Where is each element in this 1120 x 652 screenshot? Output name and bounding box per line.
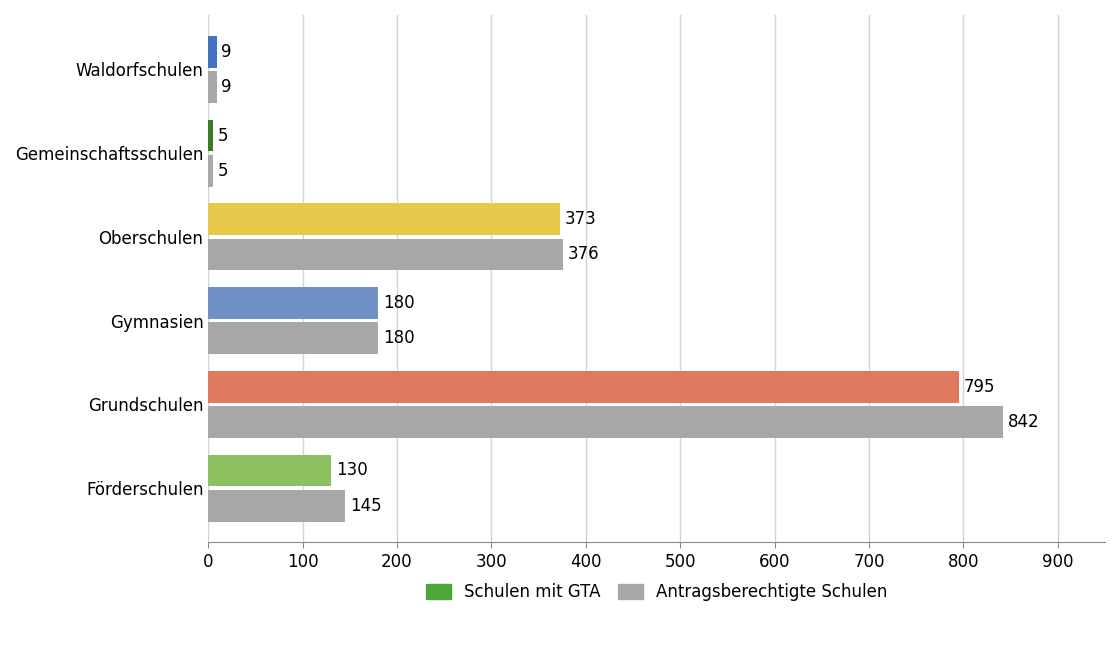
- Text: 180: 180: [383, 329, 414, 347]
- Text: 180: 180: [383, 294, 414, 312]
- Bar: [208, 71, 217, 103]
- Bar: [208, 406, 1004, 437]
- Text: 842: 842: [1008, 413, 1039, 431]
- Bar: [208, 371, 959, 403]
- Bar: [208, 203, 560, 235]
- Text: 9: 9: [222, 78, 232, 96]
- Bar: [208, 120, 213, 151]
- Text: 373: 373: [566, 211, 597, 228]
- Text: 145: 145: [349, 497, 382, 514]
- Bar: [208, 490, 345, 522]
- Text: 5: 5: [217, 126, 228, 145]
- Bar: [208, 155, 213, 186]
- Bar: [208, 239, 563, 271]
- Legend: Schulen mit GTA, Antragsberechtigte Schulen: Schulen mit GTA, Antragsberechtigte Schu…: [419, 576, 894, 608]
- Text: 795: 795: [963, 378, 995, 396]
- Text: 9: 9: [222, 43, 232, 61]
- Text: 5: 5: [217, 162, 228, 180]
- Bar: [208, 454, 330, 486]
- Text: 376: 376: [568, 245, 599, 263]
- Bar: [208, 36, 217, 68]
- Bar: [208, 322, 379, 354]
- Bar: [208, 287, 379, 319]
- Text: 130: 130: [336, 462, 367, 479]
